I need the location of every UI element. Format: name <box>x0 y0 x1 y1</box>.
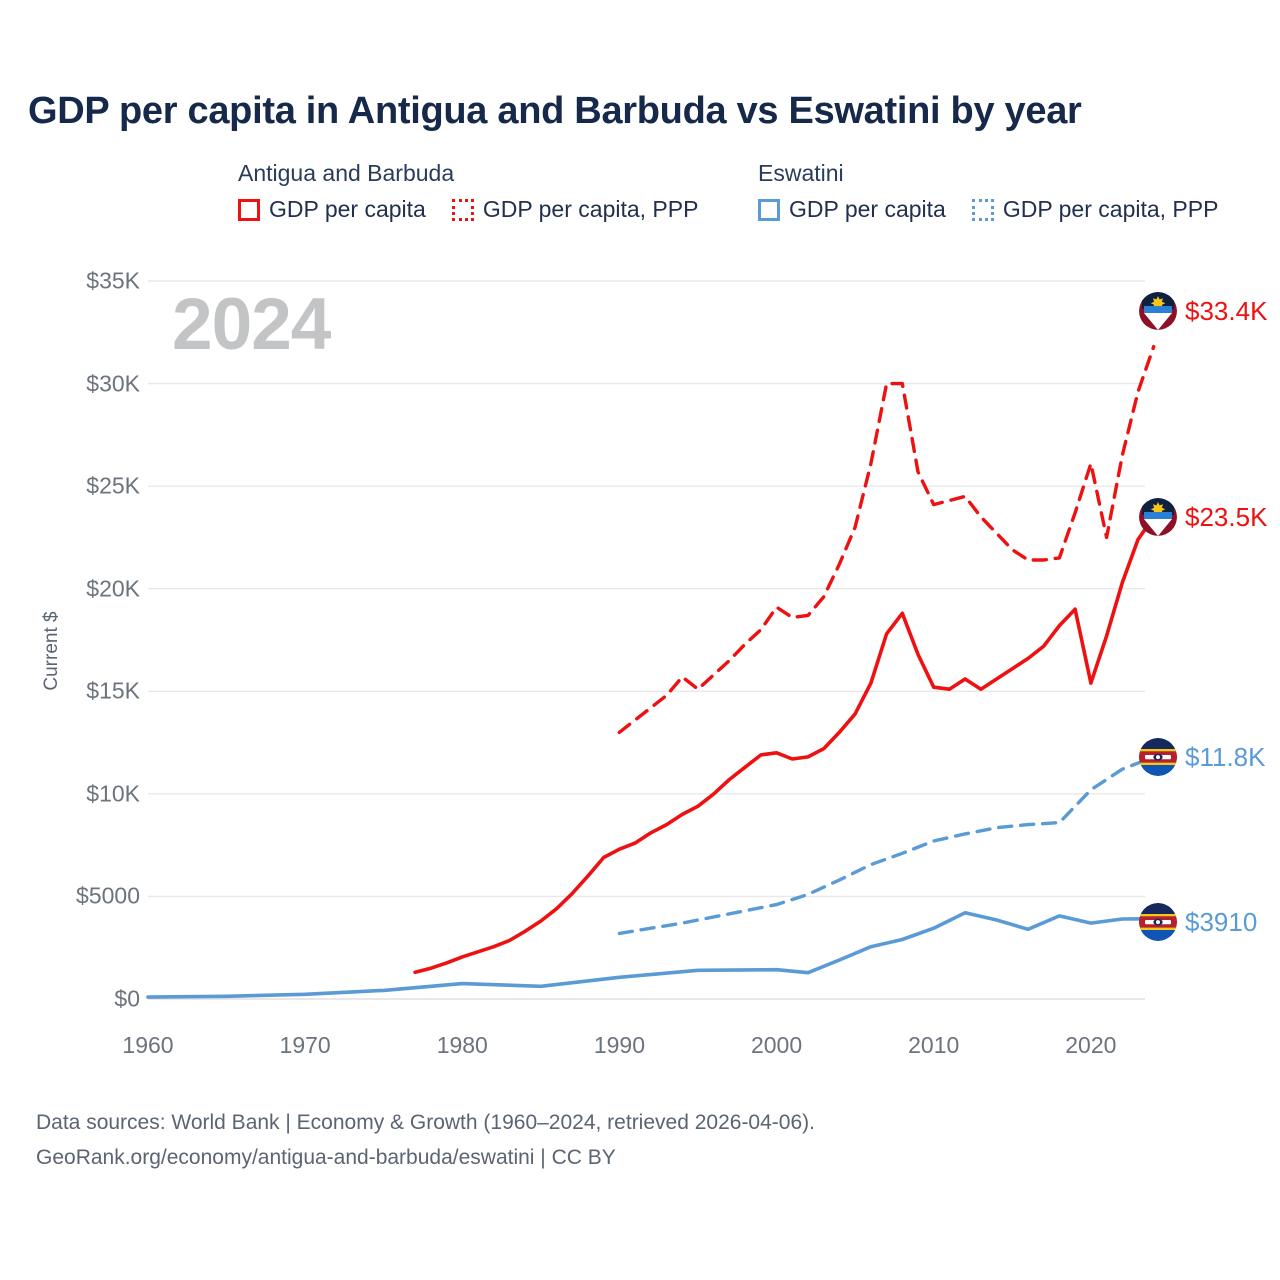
y-tick-25000: $25K <box>86 472 140 499</box>
y-tick-15000: $15K <box>86 677 140 704</box>
flag-eswatini-icon <box>1139 903 1177 941</box>
flag-antigua-icon <box>1139 498 1177 536</box>
end-label-eswatini-ppp: $11.8K <box>1139 738 1265 776</box>
legend-group-eswatini: Eswatini GDP per capita GDP per capita, … <box>758 160 1218 223</box>
footer-data-sources: Data sources: World Bank | Economy & Gro… <box>36 1111 815 1134</box>
x-tick-1960: 1960 <box>122 1032 174 1058</box>
y-tick-10000: $10K <box>86 780 140 807</box>
legend-swatch-dotted-red-icon <box>451 198 474 221</box>
chart-gridlines <box>148 280 1145 1000</box>
end-label-antigua-ppp: $33.4K <box>1139 292 1267 330</box>
legend-item-antigua-ppp[interactable]: GDP per capita, PPP <box>451 196 699 223</box>
end-value-eswatini-ppp: $11.8K <box>1185 741 1266 772</box>
flag-antigua-icon <box>1139 292 1177 330</box>
end-label-antigua-gdp: $23.5K <box>1139 498 1267 536</box>
legend-item-eswatini-gdp[interactable]: GDP per capita <box>758 196 946 223</box>
x-tick-2010: 2010 <box>908 1032 960 1058</box>
legend-item-eswatini-ppp[interactable]: GDP per capita, PPP <box>971 196 1219 223</box>
flag-eswatini-icon <box>1139 738 1177 776</box>
legend-label-antigua-gdp: GDP per capita <box>269 196 426 222</box>
year-watermark: 2024 <box>172 284 331 365</box>
legend-label-antigua-ppp: GDP per capita, PPP <box>482 196 699 222</box>
legend-swatch-dotted-blue-icon <box>971 198 994 221</box>
x-tick-2020: 2020 <box>1065 1032 1117 1058</box>
y-tick-35000: $35K <box>86 267 140 294</box>
end-label-eswatini-gdp: $3910 <box>1139 903 1257 941</box>
end-value-eswatini-gdp: $3910 <box>1185 906 1258 937</box>
series-line-3 <box>617 755 1156 936</box>
chart-canvas <box>146 280 1156 1000</box>
page-title: GDP per capita in Antigua and Barbuda vs… <box>28 90 1082 132</box>
y-tick-0: $0 <box>114 985 140 1012</box>
legend-group-antigua: Antigua and Barbuda GDP per capita GDP p… <box>238 160 758 223</box>
y-tick-5000: $5000 <box>76 882 140 909</box>
legend-label-eswatini-gdp: GDP per capita <box>789 196 946 222</box>
chart-legend: Antigua and Barbuda GDP per capita GDP p… <box>238 160 1258 223</box>
legend-group-title-eswatini: Eswatini <box>758 160 844 186</box>
legend-group-title-antigua: Antigua and Barbuda <box>238 160 455 186</box>
x-tick-2000: 2000 <box>750 1032 803 1058</box>
plot-area: 2024 Current $ $0 $5000 $10K $15K $20K $25K $3… <box>40 0 1267 1090</box>
legend-swatch-solid-blue-icon <box>758 198 780 221</box>
legend-label-eswatini-ppp: GDP per capita, PPP <box>1002 196 1219 222</box>
y-tick-30000: $30K <box>86 370 140 397</box>
y-axis-tick-labels: $0 $5000 $10K $15K $20K $25K $30K $35K <box>40 0 140 1090</box>
x-tick-1990: 1990 <box>593 1032 645 1058</box>
y-tick-20000: $20K <box>86 575 140 602</box>
chart-series-lines <box>146 344 1156 999</box>
legend-item-antigua-gdp[interactable]: GDP per capita <box>238 196 426 223</box>
series-line-0 <box>413 515 1156 975</box>
series-line-1 <box>617 344 1156 734</box>
legend-swatch-solid-red-icon <box>238 198 260 221</box>
chart-footer: Data sources: World Bank | Economy & Gro… <box>36 1106 1236 1175</box>
end-value-antigua-gdp: $23.5K <box>1185 501 1268 532</box>
x-tick-1980: 1980 <box>436 1032 488 1058</box>
series-line-2 <box>146 911 1156 999</box>
x-tick-1970: 1970 <box>279 1032 331 1058</box>
footer-attribution: GeoRank.org/economy/antigua-and-barbuda/… <box>36 1145 616 1169</box>
end-value-antigua-ppp: $33.4K <box>1185 295 1268 326</box>
